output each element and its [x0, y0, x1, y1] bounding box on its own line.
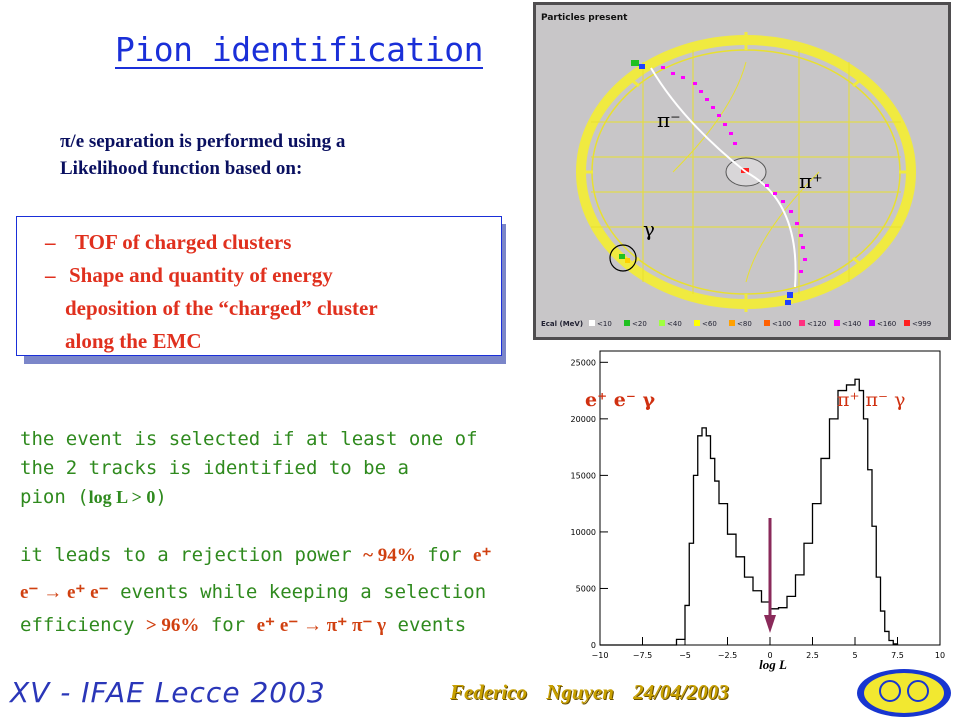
- legend-label: <40: [667, 320, 682, 328]
- x-tick-label: 7.5: [891, 651, 904, 660]
- histogram-line: [600, 378, 899, 646]
- rejection-text: for: [415, 544, 474, 566]
- likelihood-histogram: 0 5000 10000 15000 20000 25000 −10 −7.5 −5 −2.5 0…: [555, 343, 955, 673]
- cut-arrow-head: [764, 615, 776, 633]
- legend-swatch: [589, 320, 595, 326]
- bullet-dash: –: [45, 230, 56, 254]
- bullet-text: Shape and quantity of energy: [69, 263, 333, 287]
- x-tick-label: 10: [935, 651, 945, 660]
- x-tick-label: −5: [679, 651, 691, 660]
- rejection-text: for: [199, 614, 257, 636]
- pi-minus-track: [650, 67, 747, 173]
- kloe-logo-face-right: [907, 680, 929, 702]
- legend-label: <10: [597, 320, 612, 328]
- x-tick-label: 2.5: [806, 651, 819, 660]
- gamma-label: γ: [643, 217, 655, 241]
- y-tick-label: 15000: [571, 471, 596, 480]
- annotation-eeg: e⁺ e⁻ γ: [585, 389, 655, 411]
- rejection-line: it leads to a rejection power ~ 94% for …: [20, 542, 491, 569]
- rejection-value: ~ 94%: [363, 545, 416, 566]
- legend-label: <120: [807, 320, 826, 328]
- y-tick-label: 20000: [571, 415, 596, 424]
- rejection-text: it leads to a rejection power: [20, 544, 364, 566]
- x-tick-label: −7.5: [633, 651, 652, 660]
- bullet-dash: –: [45, 263, 56, 287]
- rejection-text: events while keeping a selection: [108, 581, 487, 603]
- y-axis: 0 5000 10000 15000 20000 25000: [571, 358, 608, 650]
- bullet-text: deposition of the “charged” cluster: [65, 296, 378, 320]
- legend-label: <20: [632, 320, 647, 328]
- pi-minus-label: π⁻: [657, 108, 681, 132]
- ecal-legend: Ecal (MeV) <10 <20 <40 <60 <80 <100 <120 <140 <1…: [541, 320, 931, 328]
- selection-line: the 2 tracks is identified to be a: [20, 457, 409, 479]
- legend-label: <100: [772, 320, 791, 328]
- y-tick-label: 10000: [571, 528, 596, 537]
- histogram-svg: 0 5000 10000 15000 20000 25000 −10 −7.5 −5 −2.5 0…: [571, 350, 945, 672]
- bullet-text: TOF of charged clusters: [75, 230, 292, 254]
- y-tick-label: 5000: [576, 584, 596, 593]
- kloe-logo: [857, 669, 951, 717]
- log-l-condition: log L > 0: [88, 487, 156, 507]
- emc-segments: [579, 32, 913, 312]
- legend-label: <160: [877, 320, 896, 328]
- x-axis-label: log L: [759, 657, 787, 672]
- event-display-svg: Particles present: [536, 5, 948, 337]
- legend-label: <60: [702, 320, 717, 328]
- x-axis: −10 −7.5 −5 −2.5 0 2.5 5 7.5 10: [592, 637, 945, 660]
- footer-author: Federico Nguyen 24/04/2003: [450, 680, 729, 704]
- x-tick-label: −2.5: [718, 651, 737, 660]
- event-header: Particles present: [541, 13, 628, 23]
- legend-swatch: [729, 320, 735, 326]
- legend-swatch: [799, 320, 805, 326]
- rejection-text: events: [386, 614, 467, 636]
- legend-swatch: [659, 320, 665, 326]
- legend-swatch: [834, 320, 840, 326]
- pi-minus-hits: [661, 66, 737, 145]
- selection-text: pion (: [20, 486, 89, 508]
- positron-symbol: e⁺: [473, 545, 492, 566]
- intro-line: Likelihood function based on:: [60, 158, 303, 179]
- cluster-markers: [619, 60, 793, 305]
- bullet-box: – TOF of charged clusters – Shape and qu…: [16, 216, 502, 356]
- event-display: Particles present: [533, 2, 951, 340]
- y-tick-label: 0: [591, 641, 596, 650]
- legend-label: <140: [842, 320, 861, 328]
- legend-swatch: [904, 320, 910, 326]
- legend-prefix: Ecal (MeV): [541, 320, 583, 328]
- conference-logo-text: XV - IFAE Lecce 2003: [10, 676, 326, 709]
- x-tick-label: −10: [592, 651, 609, 660]
- emc-grid: [591, 50, 901, 294]
- legend-swatch: [694, 320, 700, 326]
- page-title: Pion identification: [115, 30, 484, 69]
- efficiency-value: > 96%: [145, 615, 200, 636]
- selection-line: the event is selected if at least one of: [20, 428, 478, 450]
- signal-reaction: e⁺ e⁻ → π⁺ π⁻ γ: [256, 615, 387, 636]
- pi-plus-track: [745, 171, 797, 288]
- rejection-line: efficiency > 96% for e⁺ e⁻ → π⁺ π⁻ γ eve…: [20, 612, 466, 639]
- rejection-line: e⁻ → e⁺ e⁻ events while keeping a select…: [20, 579, 486, 606]
- x-tick-label: 0: [767, 651, 772, 660]
- intro-line: π/e separation is performed using a: [60, 131, 346, 152]
- reaction-formula: e⁻ → e⁺ e⁻: [20, 582, 109, 603]
- calorimeter: [576, 32, 916, 312]
- selection-line: pion (log L > 0): [20, 484, 167, 511]
- pi-plus-hits: [765, 184, 807, 273]
- legend-label: <80: [737, 320, 752, 328]
- legend-swatch: [624, 320, 630, 326]
- kloe-logo-inner: [864, 673, 944, 713]
- selection-text: ): [155, 486, 167, 508]
- kloe-logo-face-left: [879, 680, 901, 702]
- intro-text: π/e separation is performed using a Like…: [60, 128, 440, 182]
- legend-swatch: [869, 320, 875, 326]
- annotation-pipig: π⁺ π⁻ γ: [837, 389, 905, 411]
- pi-plus-label: π⁺: [799, 169, 823, 193]
- bullet-text: along the EMC: [65, 329, 202, 353]
- legend-swatch: [764, 320, 770, 326]
- gamma-cluster-circle: [609, 244, 637, 272]
- legend-label: <999: [912, 320, 931, 328]
- x-tick-label: 5: [852, 651, 857, 660]
- y-tick-label: 25000: [571, 358, 596, 367]
- rejection-text: efficiency: [20, 614, 146, 636]
